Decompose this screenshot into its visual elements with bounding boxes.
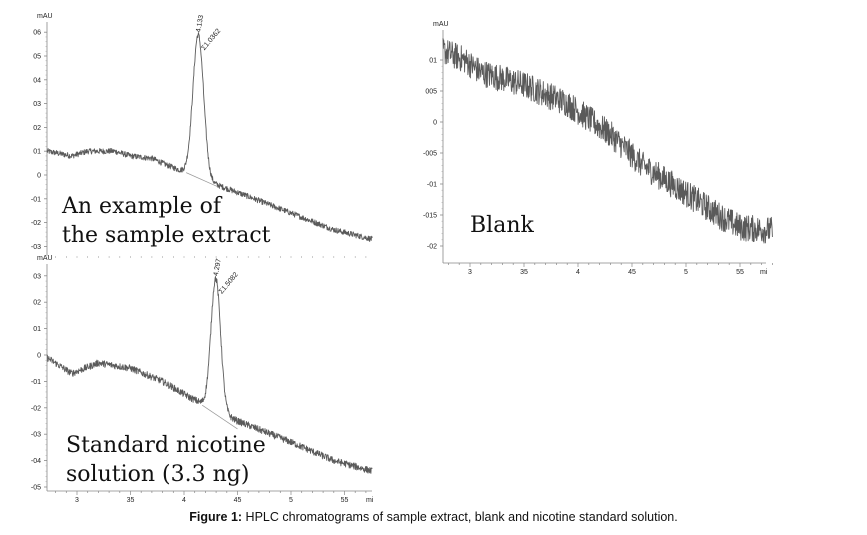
y-tick-label: -01 [427,182,437,189]
y-tick-label: 02 [33,300,41,307]
x-tick-label: 55 [736,269,744,276]
x-tick-label: 4 [182,497,186,504]
y-tick-label: 06 [33,30,41,37]
y-tick-label: 03 [33,101,41,108]
x-tick-label: 45 [234,497,242,504]
y-tick-label: 01 [429,58,437,65]
caption-label: Figure 1: [189,510,243,524]
x-tick-label: 5 [289,497,293,504]
chart-title-line: An example of [61,194,223,219]
y-tick-label: 0 [37,173,41,180]
y-tick-label: 0 [433,120,437,127]
chart-title-line: Standard nicotine [66,433,266,458]
peak-area: Σ1.0362 [200,28,222,52]
y-tick-label: 05 [33,54,41,61]
chromatogram-trace [46,32,373,242]
y-tick-label: -02 [31,405,41,412]
peak-retention-time: 4.133 [195,14,205,33]
chart-title-line: Blank [470,213,534,238]
y-axis-unit: mAU [37,13,53,20]
integration-baseline [201,404,238,430]
y-tick-label: -02 [427,244,437,251]
y-tick-label: -04 [31,458,41,465]
y-tick-label: 03 [33,273,41,280]
x-tick-label: 35 [520,269,528,276]
x-tick-label: 5 [684,269,688,276]
y-tick-label: -03 [31,244,41,251]
x-tick-label: 35 [127,497,135,504]
figure-caption: Figure 1: HPLC chromatograms of sample e… [0,510,867,524]
caption-text: HPLC chromatograms of sample extract, bl… [242,510,678,524]
y-tick-label: -01 [31,196,41,203]
y-tick-label: 005 [425,89,437,96]
y-tick-label: -01 [31,379,41,386]
y-tick-label: 0 [37,353,41,360]
chromatogram-trace [46,276,373,474]
y-tick-label: -02 [31,220,41,227]
y-axis-unit: mAU [37,255,53,262]
x-tick-label: 3 [468,269,472,276]
y-tick-label: -015 [423,213,437,220]
y-tick-label: -005 [423,151,437,158]
x-tick-label: 55 [341,497,349,504]
x-tick-label: 4 [576,269,580,276]
y-tick-label: -03 [31,432,41,439]
peak-retention-time: 4.297 [213,258,223,277]
peak-area: Σ1.5082 [218,271,240,295]
y-tick-label: 01 [33,149,41,156]
chromatogram-trace [442,38,773,244]
chart-title-line: solution (3.3 ng) [66,462,249,487]
x-tick-label: 45 [628,269,636,276]
y-axis-unit: mAU [433,21,449,28]
chart-title-line: the sample extract [62,223,271,248]
x-axis-unit: mi [760,269,768,276]
integration-baseline [185,172,219,188]
x-axis-unit: mi [366,497,374,504]
y-tick-label: 01 [33,326,41,333]
y-tick-label: 04 [33,77,41,84]
y-tick-label: -05 [31,485,41,492]
x-tick-label: 3 [75,497,79,504]
y-tick-label: 02 [33,125,41,132]
